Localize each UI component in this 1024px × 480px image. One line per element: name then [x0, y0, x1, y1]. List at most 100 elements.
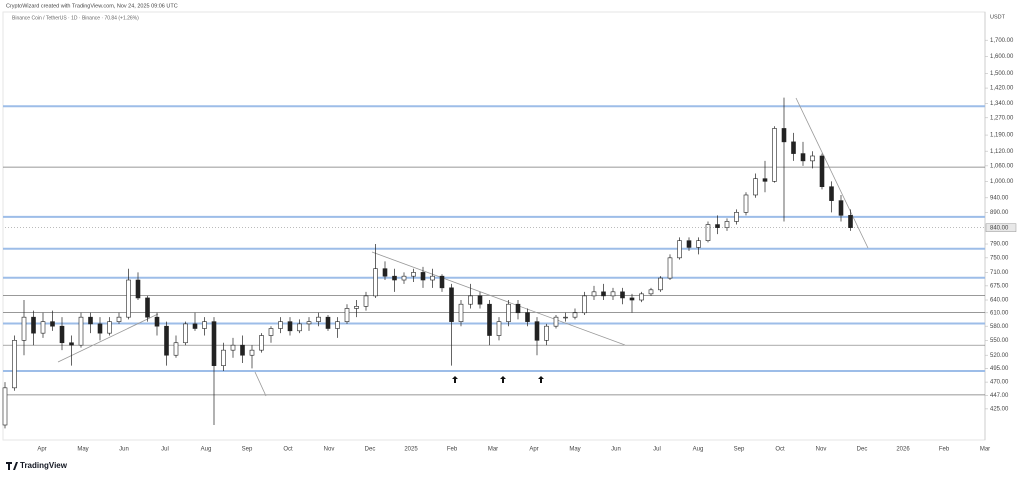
- y-tick-label: 447.00: [990, 393, 1009, 399]
- candle-body: [449, 287, 454, 322]
- candle-body: [411, 272, 416, 277]
- candle-body: [819, 155, 825, 188]
- candle-body: [838, 200, 844, 216]
- trendlines: [57, 97, 869, 397]
- y-tick-label: 580.00: [990, 324, 1009, 330]
- x-tick-label: Oct: [775, 447, 785, 453]
- x-tick-label: Jun: [119, 447, 129, 453]
- candle-body: [468, 295, 473, 305]
- trendline: [795, 97, 869, 249]
- trendline: [371, 251, 626, 346]
- y-tick-label: 675.00: [990, 283, 1009, 289]
- candle-body: [164, 325, 169, 356]
- candle-body: [667, 257, 673, 279]
- candle-body: [553, 316, 559, 327]
- candle-body: [753, 178, 758, 196]
- x-tick-label: Nov: [324, 447, 335, 453]
- candle-body: [572, 312, 578, 318]
- x-tick-label: Sep: [242, 447, 253, 453]
- candle-body: [373, 268, 378, 297]
- candle-body: [439, 275, 445, 289]
- y-tick-label: 1,340.00: [990, 101, 1014, 107]
- candle-body: [629, 297, 635, 301]
- candle-body: [563, 316, 568, 319]
- candle-body: [192, 323, 198, 329]
- arrow-up: [538, 376, 544, 383]
- y-tick-label: 610.00: [990, 310, 1009, 316]
- candle-body: [88, 316, 93, 325]
- y-tick-label: 1,000.00: [990, 179, 1014, 185]
- x-tick-label: Jul: [161, 447, 169, 453]
- x-tick-label: Mar: [488, 447, 498, 453]
- candle-body: [40, 321, 46, 334]
- candle-body: [591, 291, 597, 297]
- candle-body: [762, 178, 768, 182]
- y-tick-label: 1,060.00: [990, 163, 1014, 169]
- y-tick-label: 1,500.00: [990, 71, 1014, 77]
- candle-body: [116, 316, 122, 322]
- candle-body: [781, 128, 787, 143]
- trendline: [254, 371, 267, 397]
- candle-body: [696, 240, 701, 248]
- candle-body: [135, 279, 141, 299]
- candle-body: [848, 215, 853, 228]
- candle-body: [648, 289, 654, 295]
- candle-body: [249, 349, 255, 356]
- candle-body: [477, 295, 483, 305]
- x-tick-label: 2025: [404, 447, 418, 453]
- candle-body: [2, 387, 8, 426]
- x-tick-label: Dec: [365, 447, 376, 453]
- x-tick-label: Sep: [734, 447, 745, 453]
- candle-body: [78, 316, 84, 346]
- y-tick-label: 1,600.00: [990, 54, 1014, 60]
- x-tick-label: 2026: [896, 447, 910, 453]
- y-tick-label: 550.00: [990, 338, 1009, 344]
- candle-body: [202, 321, 207, 329]
- candle-body: [829, 186, 834, 201]
- x-tick-label: Aug: [693, 447, 704, 453]
- y-tick-label: 520.00: [990, 353, 1009, 359]
- candle-body: [183, 323, 188, 344]
- candle-body: [610, 291, 616, 297]
- candle-body: [810, 155, 815, 162]
- candle-body: [31, 316, 36, 334]
- candle-body: [240, 344, 245, 356]
- y-tick-label: 640.00: [990, 298, 1009, 304]
- candle-body: [154, 316, 160, 327]
- candle-body: [506, 303, 511, 322]
- candle-body: [724, 221, 730, 228]
- candle-body: [401, 275, 407, 281]
- brand: TradingView: [20, 461, 68, 470]
- logo: TradingView: [6, 461, 68, 470]
- x-tick-label: Feb: [939, 447, 950, 453]
- arrows: [452, 376, 544, 383]
- candle-body: [496, 321, 502, 336]
- candle-body: [230, 344, 236, 351]
- x-tick-label: Nov: [816, 447, 827, 453]
- candle-body: [658, 277, 663, 291]
- candle-body: [354, 306, 359, 309]
- x-tick-label: Apr: [529, 447, 538, 453]
- candle-body: [734, 212, 739, 222]
- candle-body: [639, 293, 644, 301]
- x-tick-label: Jun: [611, 447, 621, 453]
- candle-body: [297, 323, 302, 332]
- candle-body: [12, 340, 17, 389]
- candle-body: [525, 312, 530, 322]
- subtitle: Binance Coin / TetherUS · 1D · Binance ·…: [12, 15, 139, 21]
- y-tick-label: 890.00: [990, 210, 1009, 216]
- candle-body: [458, 303, 464, 322]
- y-tick-label: 1,700.00: [990, 38, 1014, 44]
- candle-body: [420, 272, 426, 281]
- candle-body: [21, 316, 27, 341]
- candle-body: [306, 321, 312, 325]
- candle-body: [743, 194, 749, 213]
- y-tick-label: 425.00: [990, 406, 1009, 412]
- x-tick-label: May: [569, 447, 580, 453]
- y-tick-label: 470.00: [990, 380, 1009, 386]
- x-tick-label: Aug: [201, 447, 212, 453]
- x-tick-label: Oct: [283, 447, 293, 453]
- x-tick-label: Jul: [653, 447, 661, 453]
- candle-body: [800, 153, 806, 162]
